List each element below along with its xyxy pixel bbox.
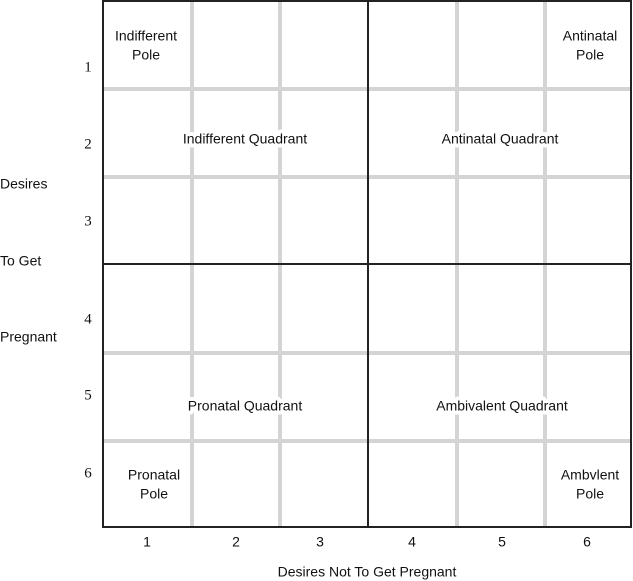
pole-label: Indifferent (115, 28, 177, 44)
x-label: 2 (232, 534, 240, 550)
y-label: 2 (84, 136, 92, 152)
pole-label: Pronatal (128, 467, 180, 483)
y-label: 4 (84, 311, 92, 327)
x-label: 5 (498, 534, 506, 550)
grid (102, 0, 632, 528)
pole-label: Pole (132, 47, 160, 63)
x-axis-title: Desires Not To Get Pregnant (278, 564, 457, 580)
y-label: 1 (84, 59, 92, 75)
y-label: 6 (84, 465, 92, 481)
quadrant-label: Antinatal Quadrant (442, 131, 559, 147)
pole-label: Pole (576, 47, 604, 63)
pole-label: Antinatal (563, 28, 617, 44)
y-label: 5 (84, 387, 92, 403)
quadrant-label: Indifferent Quadrant (183, 131, 307, 147)
quadrant-label: Ambivalent Quadrant (436, 398, 568, 414)
y-axis-title: Desires (0, 176, 47, 192)
y-label: 3 (84, 213, 92, 229)
quadrant-label: Pronatal Quadrant (188, 398, 303, 414)
y-axis-title: Pregnant (0, 329, 57, 345)
x-label: 4 (408, 534, 416, 550)
pole-label: Ambvlent (561, 467, 619, 483)
x-label: 1 (143, 534, 151, 550)
y-axis-title: To Get (0, 253, 41, 269)
x-label: 6 (583, 534, 591, 550)
pole-label: Pole (576, 486, 604, 502)
pole-label: Pole (140, 486, 168, 502)
x-label: 3 (316, 534, 324, 550)
